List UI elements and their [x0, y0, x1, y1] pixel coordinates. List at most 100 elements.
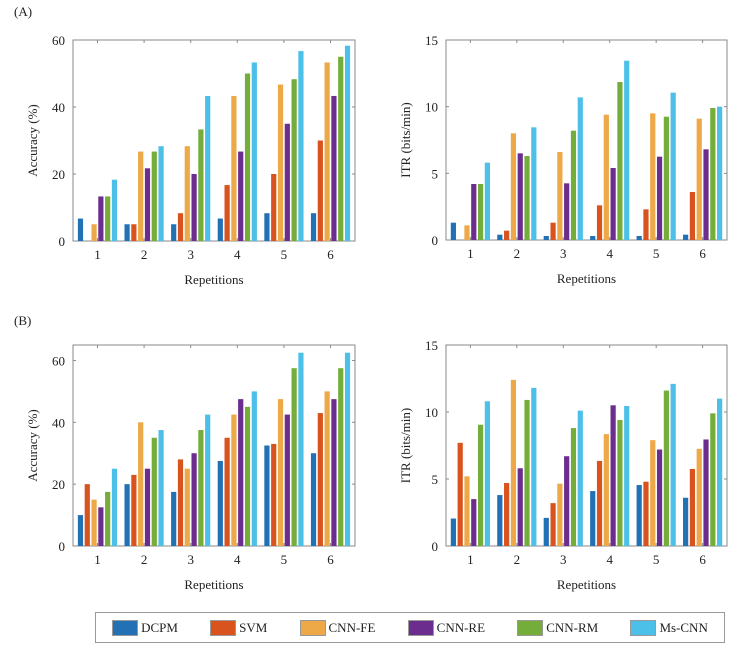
legend-label-cnn-re: CNN-RE: [436, 619, 486, 635]
bar-cnn-re-rep-4: [238, 399, 244, 546]
bar-svm-rep-6: [317, 413, 323, 546]
bar-cnn-re-rep-4: [610, 168, 616, 240]
legend-swatch-svm: [210, 619, 237, 636]
legend-item-ms-cnn: Ms-CNN: [630, 619, 708, 636]
x-tick-label: 2: [514, 246, 521, 261]
bar-cnn-rm-rep-3: [198, 430, 204, 546]
plot-frame-2: [72, 344, 356, 547]
bar-cnn-re-rep-5: [656, 156, 663, 240]
bar-svm-rep-1: [457, 442, 463, 546]
legend-label-cnn-rm: CNN-RM: [546, 619, 599, 635]
x-axis-label: Repetitions: [184, 272, 243, 287]
bar-cnn-fe-rep-5: [650, 113, 656, 240]
x-tick-label: 1: [467, 246, 474, 261]
bar-cnn-fe-rep-2: [138, 422, 144, 546]
bar-cnn-rm-rep-3: [570, 130, 577, 240]
bar-svm-rep-4: [224, 185, 230, 241]
bar-cnn-fe-rep-4: [231, 95, 237, 241]
bar-svm-rep-2: [504, 483, 510, 546]
bar-cnn-fe-rep-1: [91, 224, 97, 241]
y-tick-label: 10: [425, 100, 438, 115]
legend-item-cnn-fe: CNN-FE: [299, 619, 375, 636]
bar-dcpm-rep-5: [264, 213, 270, 241]
bar-dcpm-rep-6: [310, 453, 317, 546]
bar-ms-cnn-rep-3: [205, 95, 211, 241]
bar-ms-cnn-rep-1: [484, 401, 490, 546]
plot-frame-1: [445, 39, 728, 241]
legend-swatch-cnn-rm: [517, 619, 544, 636]
bar-cnn-re-rep-3: [191, 453, 197, 546]
x-tick-label: 2: [141, 552, 148, 567]
bar-dcpm-rep-2: [497, 495, 503, 546]
bar-cnn-re-rep-1: [98, 507, 104, 546]
bar-svm-rep-2: [131, 224, 137, 241]
bar-cnn-fe-rep-6: [324, 62, 330, 241]
bar-cnn-rm-rep-4: [244, 73, 251, 241]
bar-ms-cnn-rep-5: [298, 352, 304, 546]
y-tick-label: 15: [425, 338, 438, 353]
bar-cnn-fe-rep-3: [184, 468, 190, 546]
bar-cnn-re-rep-1: [471, 184, 477, 240]
bar-cnn-re-rep-3: [564, 456, 570, 546]
y-axis-label: ITR (bits/min): [398, 102, 413, 177]
bar-cnn-fe-rep-1: [91, 499, 97, 546]
bar-cnn-rm-rep-6: [338, 368, 344, 546]
bar-dcpm-rep-3: [543, 236, 549, 240]
bar-svm-rep-3: [550, 222, 556, 240]
bar-ms-cnn-rep-1: [484, 162, 490, 240]
bar-ms-cnn-rep-6: [344, 45, 351, 242]
bar-dcpm-rep-6: [310, 213, 317, 241]
bar-cnn-rm-rep-6: [710, 413, 716, 546]
bar-cnn-rm-rep-1: [477, 424, 484, 546]
bar-ms-cnn-rep-2: [531, 127, 537, 240]
bar-cnn-fe-rep-5: [650, 440, 656, 546]
panel-label-b: (B): [14, 313, 32, 328]
bar-cnn-fe-rep-6: [696, 448, 702, 546]
bar-ms-cnn-rep-5: [670, 92, 676, 240]
bar-ms-cnn-rep-4: [251, 391, 257, 546]
legend-item-cnn-re: CNN-RE: [407, 619, 486, 636]
bar-ms-cnn-rep-3: [577, 97, 583, 240]
x-tick-label: 1: [94, 247, 101, 262]
bar-dcpm-rep-2: [124, 484, 130, 546]
bar-cnn-fe-rep-1: [464, 225, 470, 240]
bar-cnn-re-rep-3: [191, 174, 197, 241]
bar-cnn-fe-rep-4: [231, 414, 237, 546]
y-axis-label: ITR (bits/min): [398, 408, 413, 483]
bar-cnn-rm-rep-6: [710, 108, 716, 240]
bar-ms-cnn-rep-6: [717, 106, 723, 240]
bar-cnn-re-rep-5: [656, 449, 663, 546]
bar-dcpm-rep-3: [171, 491, 177, 546]
bar-svm-rep-2: [131, 474, 137, 546]
bar-cnn-fe-rep-6: [324, 391, 330, 546]
x-tick-label: 6: [327, 247, 334, 262]
bar-ms-cnn-rep-1: [111, 179, 118, 241]
bar-cnn-re-rep-6: [331, 399, 337, 546]
legend-label-dcpm: DCPM: [141, 619, 178, 635]
bar-cnn-rm-rep-5: [291, 368, 297, 546]
x-tick-label: 5: [281, 552, 288, 567]
bar-cnn-fe-rep-5: [277, 399, 284, 546]
bar-svm-rep-6: [317, 140, 323, 241]
bar-cnn-re-rep-2: [144, 168, 151, 241]
bar-svm-rep-4: [596, 205, 603, 240]
x-tick-label: 3: [560, 246, 567, 261]
plot-frame-0: [72, 39, 356, 242]
bar-cnn-re-rep-1: [471, 499, 477, 546]
plot-frame-3: [445, 344, 728, 547]
x-tick-label: 6: [699, 552, 706, 567]
bar-ms-cnn-rep-4: [251, 62, 257, 241]
bar-cnn-fe-rep-5: [277, 84, 284, 241]
bar-cnn-rm-rep-1: [105, 196, 111, 241]
bar-cnn-rm-rep-5: [663, 390, 669, 546]
y-tick-label: 10: [425, 405, 438, 420]
x-tick-label: 3: [187, 552, 194, 567]
bar-svm-rep-5: [271, 443, 277, 546]
bar-cnn-re-rep-4: [610, 405, 616, 546]
x-tick-label: 5: [653, 552, 660, 567]
y-tick-label: 20: [52, 477, 65, 492]
bar-cnn-re-rep-2: [517, 468, 523, 546]
x-tick-label: 1: [467, 552, 474, 567]
bar-svm-rep-1: [84, 484, 90, 546]
bar-svm-rep-5: [643, 481, 649, 546]
